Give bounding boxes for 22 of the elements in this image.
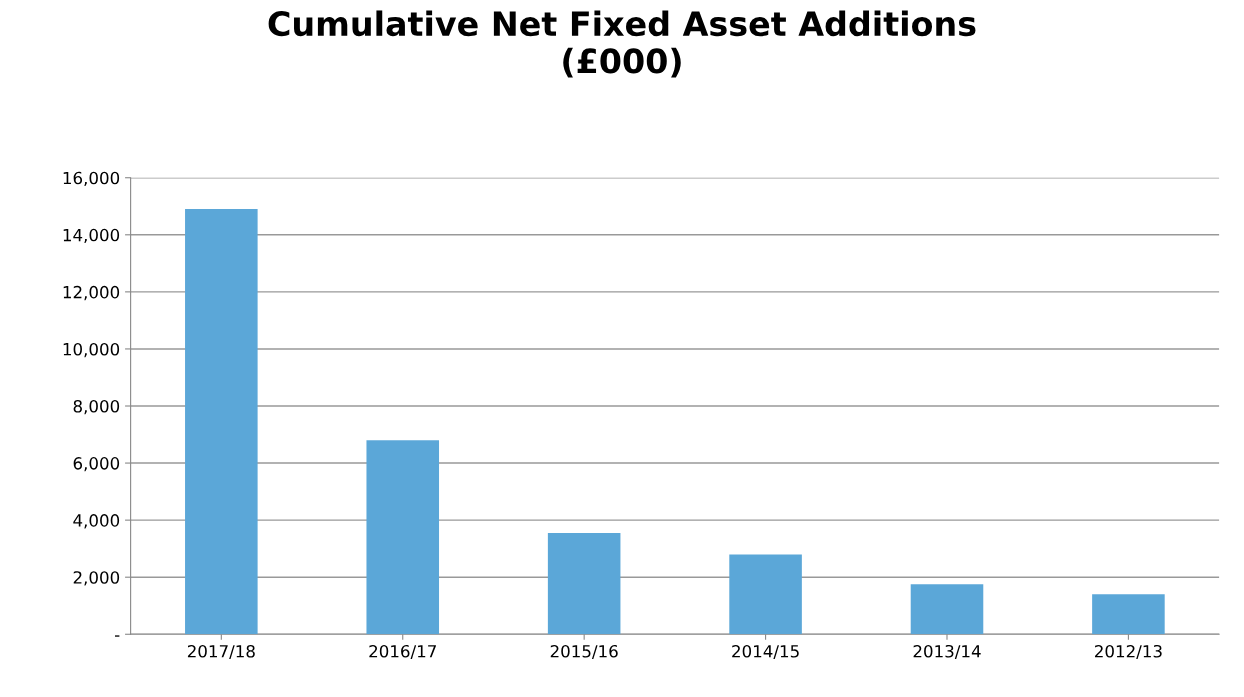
y-tick-label: 16,000 bbox=[63, 171, 120, 186]
y-tick-label: - bbox=[115, 635, 120, 637]
y-tick-label: 10,000 bbox=[63, 342, 120, 358]
bar bbox=[547, 532, 621, 635]
y-tick-label: 4,000 bbox=[73, 514, 120, 529]
x-tick-label: 2015/16 bbox=[550, 644, 618, 659]
x-tick-label: 2012/13 bbox=[1095, 644, 1162, 659]
y-tick-label: 12,000 bbox=[63, 285, 120, 301]
bar bbox=[366, 440, 440, 635]
chart-title: Cumulative Net Fixed Asset Additions (£000) bbox=[268, 10, 976, 78]
y-tick-label: 14,000 bbox=[63, 228, 120, 244]
y-tick-label: 6,000 bbox=[73, 457, 120, 472]
x-tick-label: 2014/15 bbox=[732, 644, 799, 659]
x-tick-label: 2016/17 bbox=[369, 644, 436, 659]
y-tick-label: 8,000 bbox=[73, 399, 120, 415]
bar bbox=[910, 584, 984, 635]
x-tick-label: 2017/18 bbox=[187, 644, 255, 659]
y-tick-label: 2,000 bbox=[73, 571, 120, 586]
bar bbox=[729, 554, 802, 635]
bar bbox=[185, 209, 258, 635]
x-tick-label: 2013/14 bbox=[913, 644, 981, 659]
bar bbox=[1092, 594, 1165, 635]
